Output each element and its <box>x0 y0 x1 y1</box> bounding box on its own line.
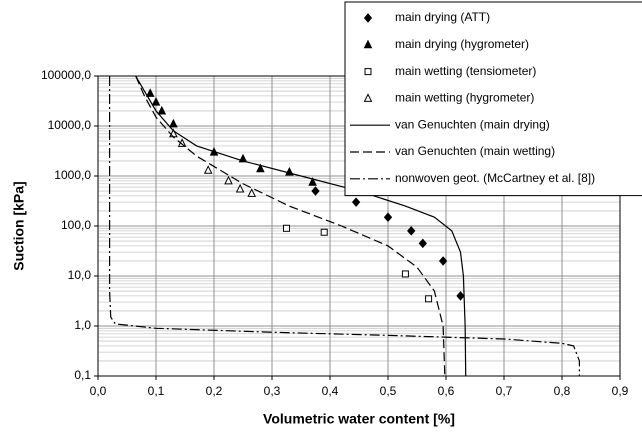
data-point <box>145 88 155 97</box>
x-tick-label: 0,2 <box>206 384 223 398</box>
legend-marker <box>363 93 373 102</box>
data-point <box>438 256 448 266</box>
x-tick-label: 0,7 <box>496 384 513 398</box>
legend-label: main wetting (tensiometer) <box>395 64 536 78</box>
y-tick-label: 100000,0 <box>41 68 91 82</box>
data-line <box>135 75 446 377</box>
x-tick-label: 0,0 <box>90 384 107 398</box>
data-point <box>235 183 245 193</box>
legend-marker <box>363 39 373 49</box>
x-tick-label: 0,1 <box>148 384 165 398</box>
data-point <box>308 177 317 186</box>
data-point <box>311 186 320 196</box>
data-point <box>256 163 265 173</box>
y-tick-label: 10000,0 <box>48 118 92 132</box>
data-point <box>283 224 290 232</box>
legend-marker <box>363 13 373 23</box>
y-axis-label: Suction [kPa] <box>11 181 27 270</box>
x-tick-label: 0,8 <box>554 384 571 398</box>
data-point <box>157 105 167 115</box>
legend-label: main wetting (hygrometer) <box>395 91 534 105</box>
data-point <box>351 197 361 207</box>
data-point <box>401 270 409 278</box>
y-tick-label: 1,0 <box>74 318 91 332</box>
legend-box <box>344 1 642 197</box>
data-point <box>203 165 213 174</box>
data-point <box>418 238 427 249</box>
legend-label: nonwoven geot. (McCartney et al. [8]) <box>395 171 595 185</box>
legend-label: van Genuchten (main drying) <box>395 117 550 131</box>
data-point <box>383 212 393 222</box>
x-tick-label: 0,9 <box>612 384 629 398</box>
x-tick-label: 0,4 <box>322 384 339 398</box>
data-point <box>320 228 328 236</box>
legend-label: main drying (ATT) <box>395 10 490 24</box>
data-point <box>456 291 465 301</box>
y-tick-label: 1000,0 <box>54 168 91 182</box>
x-tick-label: 0,3 <box>264 384 281 398</box>
x-tick-label: 0,6 <box>438 384 455 398</box>
x-tick-label: 0,5 <box>380 384 397 398</box>
y-tick-label: 0,1 <box>74 368 91 382</box>
data-point <box>425 295 433 303</box>
data-point <box>151 97 161 106</box>
data-point <box>407 226 416 236</box>
legend-marker <box>364 68 372 76</box>
data-line <box>109 76 580 376</box>
y-tick-label: 10,0 <box>68 268 92 282</box>
data-point <box>224 175 233 185</box>
legend-label: main drying (hygrometer) <box>395 37 529 51</box>
data-point <box>247 188 257 197</box>
y-tick-label: 100,0 <box>61 218 91 232</box>
legend-label: van Genuchten (main wetting) <box>395 144 555 158</box>
data-point <box>169 118 178 128</box>
x-axis-label: Volumetric water content [%] <box>263 411 455 427</box>
